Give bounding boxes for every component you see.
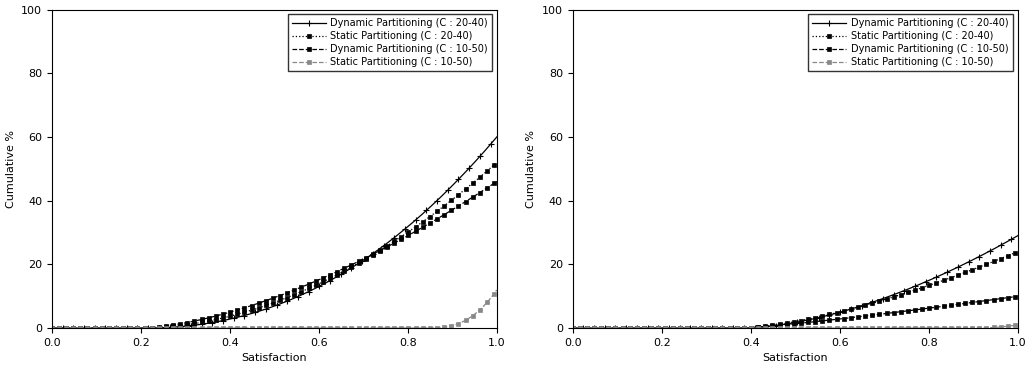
Legend: Dynamic Partitioning (C : 20-40), Static Partitioning (C : 20-40), Dynamic Parti: Dynamic Partitioning (C : 20-40), Static… [808,14,1012,71]
Y-axis label: Cumulative %: Cumulative % [5,130,15,208]
Legend: Dynamic Partitioning (C : 20-40), Static Partitioning (C : 20-40), Dynamic Parti: Dynamic Partitioning (C : 20-40), Static… [288,14,492,71]
X-axis label: Satisfaction: Satisfaction [241,354,308,363]
Y-axis label: Cumulative %: Cumulative % [526,130,537,208]
X-axis label: Satisfaction: Satisfaction [763,354,828,363]
